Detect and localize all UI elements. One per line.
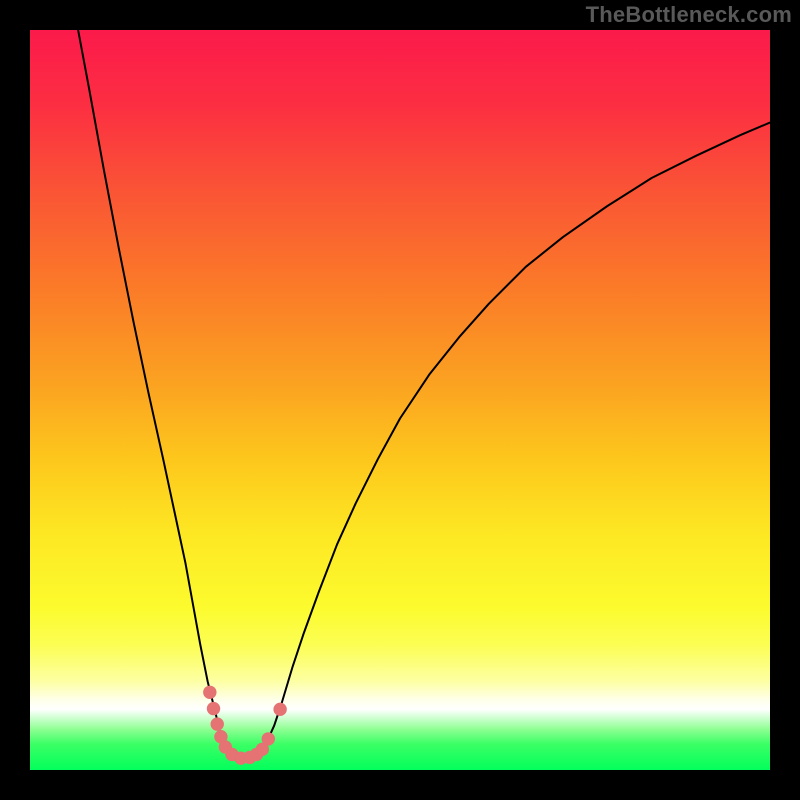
bottleneck-marker-dot	[207, 702, 219, 714]
bottleneck-chart	[30, 30, 770, 770]
bottleneck-marker-dot	[204, 686, 216, 698]
chart-background-gradient-rect	[30, 30, 770, 770]
bottleneck-marker-dot	[211, 718, 223, 730]
bottleneck-marker-dot	[262, 733, 274, 745]
watermark-text: TheBottleneck.com	[586, 2, 792, 28]
bottleneck-marker-dot	[274, 703, 286, 715]
chart-outer-frame: TheBottleneck.com	[0, 0, 800, 800]
